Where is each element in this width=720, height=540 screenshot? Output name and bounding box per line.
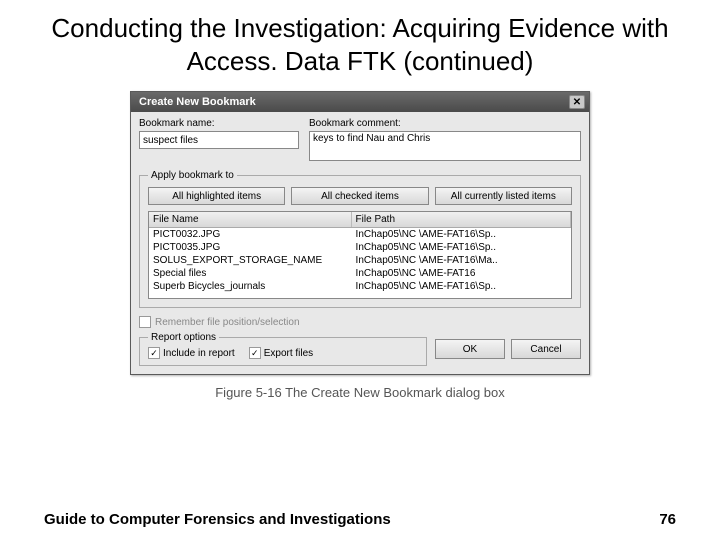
slide-footer: Guide to Computer Forensics and Investig… <box>0 511 720 528</box>
remember-position-row: Remember file position/selection <box>139 316 581 328</box>
bookmark-name-input[interactable] <box>139 131 299 149</box>
report-row: Report options ✓ Include in report ✓ Exp… <box>139 332 581 366</box>
apply-buttons-row: All highlighted items All checked items … <box>148 187 572 205</box>
cell-filename: SOLUS_EXPORT_STORAGE_NAME <box>149 254 352 267</box>
table-row[interactable]: Special files InChap05\NC \AME-FAT16 <box>149 267 571 280</box>
cancel-button[interactable]: Cancel <box>511 339 581 359</box>
dialog-titlebar: Create New Bookmark ✕ <box>131 92 589 112</box>
apply-bookmark-legend: Apply bookmark to <box>148 170 237 181</box>
all-listed-button[interactable]: All currently listed items <box>435 187 572 205</box>
include-in-report-label: Include in report <box>163 348 235 359</box>
apply-bookmark-group: Apply bookmark to All highlighted items … <box>139 170 581 308</box>
figure-caption: Figure 5-16 The Create New Bookmark dial… <box>130 385 590 400</box>
create-bookmark-dialog: Create New Bookmark ✕ Bookmark name: Boo… <box>130 91 590 375</box>
table-row[interactable]: Superb Bicycles_journals InChap05\NC \AM… <box>149 280 571 293</box>
export-files-label: Export files <box>264 348 313 359</box>
report-options-group: Report options ✓ Include in report ✓ Exp… <box>139 332 427 366</box>
cell-filename: Special files <box>149 267 352 280</box>
cell-filepath: InChap05\NC \AME-FAT16\Ma.. <box>352 254 571 267</box>
table-row[interactable]: PICT0035.JPG InChap05\NC \AME-FAT16\Sp.. <box>149 241 571 254</box>
report-options-inline: ✓ Include in report ✓ Export files <box>148 347 418 359</box>
cell-filepath: InChap05\NC \AME-FAT16\Sp.. <box>352 228 571 241</box>
file-list-body: PICT0032.JPG InChap05\NC \AME-FAT16\Sp..… <box>149 228 571 293</box>
bookmark-comment-input[interactable]: keys to find Nau and Chris <box>309 131 581 161</box>
slide-title: Conducting the Investigation: Acquiring … <box>0 0 720 85</box>
cell-filepath: InChap05\NC \AME-FAT16 <box>352 267 571 280</box>
report-options-legend: Report options <box>148 332 219 343</box>
table-row[interactable]: SOLUS_EXPORT_STORAGE_NAME InChap05\NC \A… <box>149 254 571 267</box>
name-comment-row: Bookmark name: Bookmark comment: keys to… <box>139 118 581 164</box>
file-list-header: File Name File Path <box>149 212 571 228</box>
cell-filename: PICT0035.JPG <box>149 241 352 254</box>
col-header-filepath[interactable]: File Path <box>352 212 571 227</box>
footer-page-number: 76 <box>659 511 676 528</box>
ok-button[interactable]: OK <box>435 339 505 359</box>
footer-left: Guide to Computer Forensics and Investig… <box>44 511 391 528</box>
remember-label: Remember file position/selection <box>155 317 300 328</box>
bookmark-name-label: Bookmark name: <box>139 118 299 129</box>
dialog-action-buttons: OK Cancel <box>435 339 581 359</box>
bookmark-name-group: Bookmark name: <box>139 118 299 164</box>
dialog-title: Create New Bookmark <box>139 96 256 108</box>
col-header-filename[interactable]: File Name <box>149 212 352 227</box>
bookmark-comment-group: Bookmark comment: keys to find Nau and C… <box>309 118 581 164</box>
dialog-body: Bookmark name: Bookmark comment: keys to… <box>131 112 589 374</box>
file-list[interactable]: File Name File Path PICT0032.JPG InChap0… <box>148 211 572 299</box>
close-icon[interactable]: ✕ <box>569 95 585 109</box>
include-in-report-checkbox[interactable]: ✓ <box>148 347 160 359</box>
export-files-checkbox[interactable]: ✓ <box>249 347 261 359</box>
cell-filepath: InChap05\NC \AME-FAT16\Sp.. <box>352 280 571 293</box>
cell-filepath: InChap05\NC \AME-FAT16\Sp.. <box>352 241 571 254</box>
all-highlighted-button[interactable]: All highlighted items <box>148 187 285 205</box>
dialog-container: Create New Bookmark ✕ Bookmark name: Boo… <box>130 91 590 400</box>
remember-checkbox[interactable] <box>139 316 151 328</box>
cell-filename: PICT0032.JPG <box>149 228 352 241</box>
bookmark-comment-label: Bookmark comment: <box>309 118 581 129</box>
cell-filename: Superb Bicycles_journals <box>149 280 352 293</box>
table-row[interactable]: PICT0032.JPG InChap05\NC \AME-FAT16\Sp.. <box>149 228 571 241</box>
all-checked-button[interactable]: All checked items <box>291 187 428 205</box>
